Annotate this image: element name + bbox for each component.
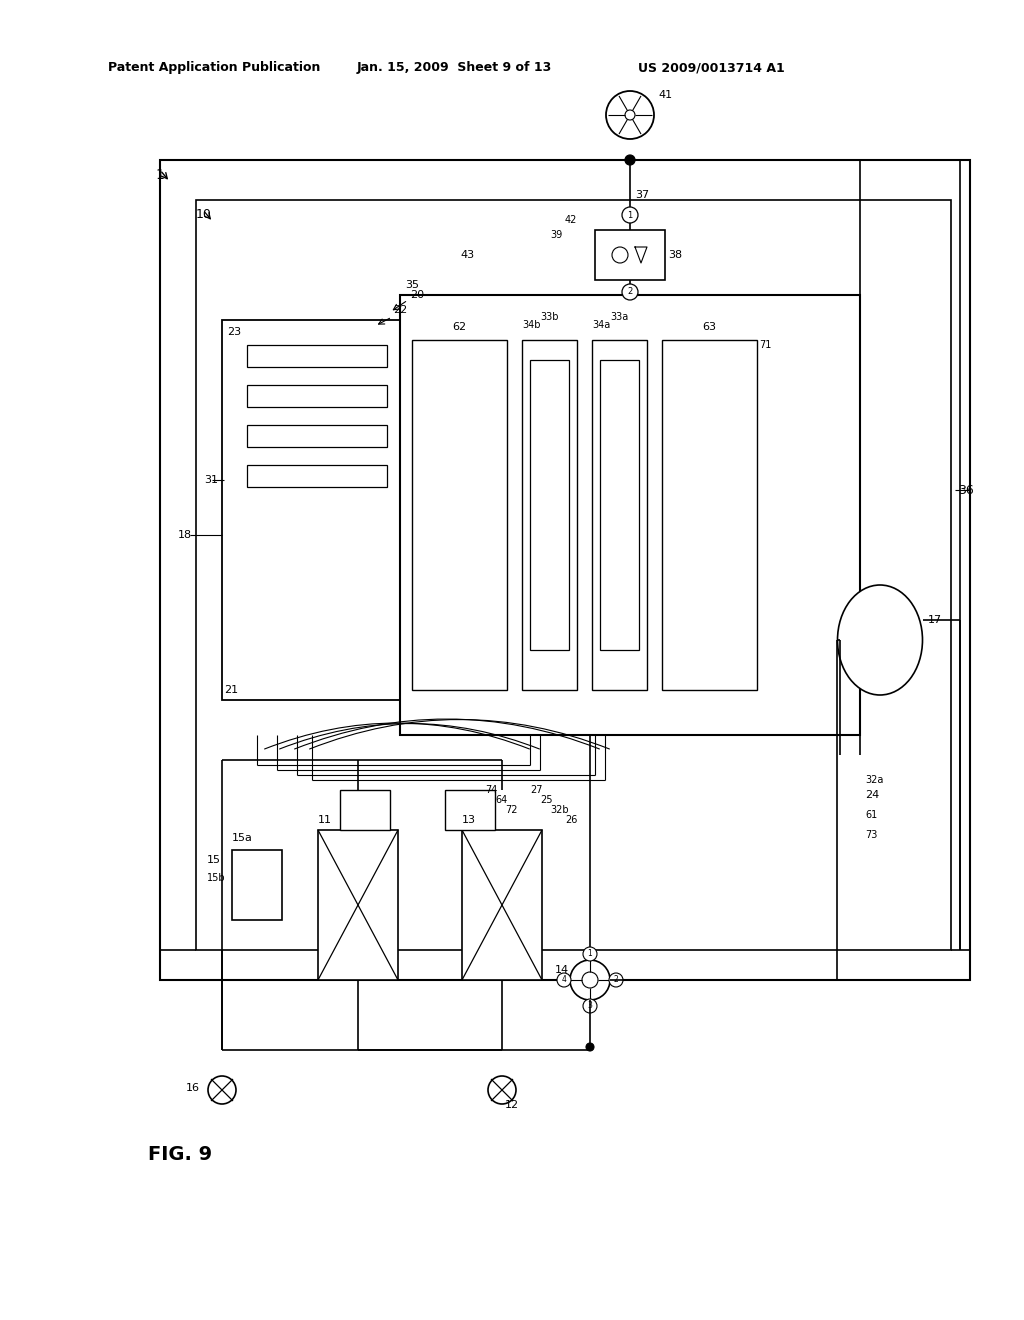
Text: 34b: 34b [522,319,541,330]
Text: US 2009/0013714 A1: US 2009/0013714 A1 [638,62,784,74]
Circle shape [609,973,623,987]
Bar [462,830,542,979]
Bar [196,201,951,950]
Text: 16: 16 [186,1082,200,1093]
Text: 72: 72 [505,805,517,814]
Circle shape [625,110,635,120]
Bar [592,341,647,690]
Text: 12: 12 [505,1100,519,1110]
Text: 11: 11 [318,814,332,825]
Circle shape [583,999,597,1012]
Bar [247,385,387,407]
Text: 32b: 32b [550,805,568,814]
Text: 34a: 34a [592,319,610,330]
Text: 24: 24 [865,789,880,800]
Text: 1: 1 [588,949,592,958]
Text: 35: 35 [406,280,419,290]
Text: 1: 1 [155,168,164,182]
Circle shape [606,91,654,139]
Text: 23: 23 [227,327,241,337]
Bar [445,789,495,830]
Text: 42: 42 [565,215,578,224]
Circle shape [570,960,610,1001]
Text: 20: 20 [410,290,424,300]
Text: 13: 13 [462,814,476,825]
Circle shape [622,207,638,223]
Text: 32a: 32a [865,775,884,785]
Bar [160,160,970,979]
Text: 26: 26 [565,814,578,825]
Text: 37: 37 [635,190,649,201]
Text: 36: 36 [958,483,974,496]
Text: 43: 43 [460,249,474,260]
Bar [247,465,387,487]
Text: 38: 38 [668,249,682,260]
Circle shape [622,284,638,300]
Text: 2: 2 [613,975,618,985]
Text: Jan. 15, 2009  Sheet 9 of 13: Jan. 15, 2009 Sheet 9 of 13 [357,62,552,74]
Text: 22: 22 [393,305,408,315]
Text: 74: 74 [485,785,498,795]
Text: 18: 18 [178,531,193,540]
Ellipse shape [838,585,923,696]
Bar [340,789,390,830]
Text: 27: 27 [530,785,543,795]
Bar [400,294,860,735]
Circle shape [625,154,635,165]
Text: 21: 21 [224,685,239,696]
Text: 33a: 33a [610,312,629,322]
Bar [530,360,569,649]
Bar [318,830,398,979]
Text: 64: 64 [495,795,507,805]
Bar [247,345,387,367]
Bar [247,425,387,447]
Text: 15b: 15b [207,873,225,883]
Circle shape [488,1076,516,1104]
Text: 10: 10 [196,209,212,220]
Text: 1: 1 [628,210,633,219]
Text: 2: 2 [628,288,633,297]
Text: 17: 17 [928,615,942,624]
Text: 25: 25 [540,795,553,805]
Text: 71: 71 [759,341,771,350]
Text: 31: 31 [204,475,218,484]
Bar [412,341,507,690]
Text: 15a: 15a [232,833,253,843]
Bar [600,360,639,649]
Circle shape [583,946,597,961]
Bar [222,319,407,700]
Circle shape [582,972,598,987]
Text: 3: 3 [588,1002,593,1011]
Text: 73: 73 [865,830,878,840]
Text: 41: 41 [658,90,672,100]
Text: 61: 61 [865,810,878,820]
Text: 63: 63 [702,322,716,333]
Bar [522,341,577,690]
Bar [595,230,665,280]
Text: 33b: 33b [540,312,558,322]
Bar [232,850,282,920]
Circle shape [557,973,571,987]
Circle shape [586,1043,594,1051]
Circle shape [612,247,628,263]
Text: FIG. 9: FIG. 9 [148,1146,212,1164]
Circle shape [208,1076,236,1104]
Bar [662,341,757,690]
Text: Patent Application Publication: Patent Application Publication [108,62,321,74]
Text: 39: 39 [550,230,562,240]
Text: 62: 62 [452,322,466,333]
Text: 14: 14 [555,965,569,975]
Text: 4: 4 [561,975,566,985]
Text: 15: 15 [207,855,221,865]
